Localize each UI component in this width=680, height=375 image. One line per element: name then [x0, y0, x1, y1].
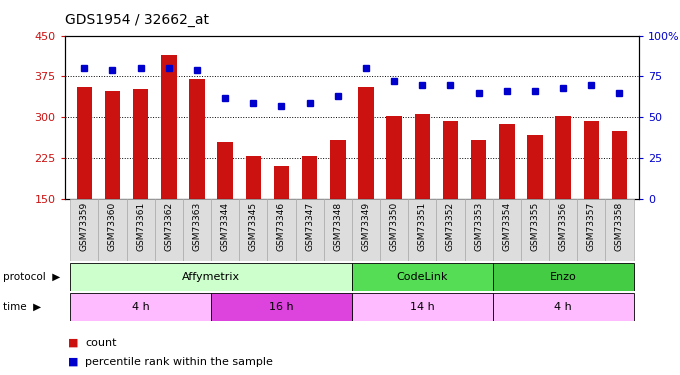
- Text: GSM73354: GSM73354: [503, 202, 511, 251]
- Text: GSM73351: GSM73351: [418, 202, 427, 251]
- Text: percentile rank within the sample: percentile rank within the sample: [85, 357, 273, 367]
- Bar: [471, 140, 486, 280]
- Bar: [70, 262, 352, 291]
- Bar: [352, 292, 493, 321]
- Text: 4 h: 4 h: [132, 302, 150, 312]
- Bar: [161, 55, 177, 280]
- Bar: [577, 199, 605, 261]
- Bar: [70, 292, 211, 321]
- Bar: [493, 262, 634, 291]
- Text: GSM73360: GSM73360: [108, 202, 117, 251]
- Text: GSM73359: GSM73359: [80, 202, 89, 251]
- Bar: [324, 199, 352, 261]
- Bar: [583, 121, 599, 280]
- Bar: [239, 199, 267, 261]
- Bar: [267, 199, 296, 261]
- Text: CodeLink: CodeLink: [396, 272, 448, 282]
- Bar: [77, 87, 92, 280]
- Bar: [189, 79, 205, 280]
- Bar: [605, 199, 634, 261]
- Bar: [105, 91, 120, 280]
- Bar: [211, 199, 239, 261]
- Text: GDS1954 / 32662_at: GDS1954 / 32662_at: [65, 13, 209, 27]
- Text: 16 h: 16 h: [269, 302, 294, 312]
- Bar: [358, 87, 374, 280]
- Text: Affymetrix: Affymetrix: [182, 272, 240, 282]
- Text: GSM73357: GSM73357: [587, 202, 596, 251]
- Bar: [70, 199, 99, 261]
- Text: time  ▶: time ▶: [3, 302, 41, 312]
- Text: GSM73349: GSM73349: [362, 202, 371, 251]
- Bar: [499, 124, 515, 280]
- Text: GSM73347: GSM73347: [305, 202, 314, 251]
- Text: ■: ■: [68, 338, 78, 348]
- Bar: [99, 199, 126, 261]
- Bar: [218, 142, 233, 280]
- Bar: [274, 166, 289, 280]
- Bar: [415, 114, 430, 280]
- Bar: [211, 292, 352, 321]
- Bar: [521, 199, 549, 261]
- Bar: [493, 199, 521, 261]
- Bar: [155, 199, 183, 261]
- Text: GSM73353: GSM73353: [474, 202, 483, 251]
- Bar: [302, 156, 318, 280]
- Bar: [352, 199, 380, 261]
- Text: GSM73362: GSM73362: [165, 202, 173, 251]
- Text: ■: ■: [68, 357, 78, 367]
- Text: GSM73348: GSM73348: [333, 202, 342, 251]
- Bar: [133, 89, 148, 280]
- Text: GSM73350: GSM73350: [390, 202, 398, 251]
- Bar: [493, 292, 634, 321]
- Bar: [386, 116, 402, 280]
- Text: count: count: [85, 338, 116, 348]
- Bar: [549, 199, 577, 261]
- Text: GSM73355: GSM73355: [530, 202, 539, 251]
- Bar: [464, 199, 493, 261]
- Bar: [330, 140, 345, 280]
- Text: GSM73363: GSM73363: [192, 202, 201, 251]
- Bar: [556, 116, 571, 280]
- Text: GSM73356: GSM73356: [559, 202, 568, 251]
- Text: 4 h: 4 h: [554, 302, 572, 312]
- Text: GSM73346: GSM73346: [277, 202, 286, 251]
- Text: GSM73345: GSM73345: [249, 202, 258, 251]
- Bar: [527, 135, 543, 280]
- Bar: [437, 199, 464, 261]
- Bar: [296, 199, 324, 261]
- Text: GSM73361: GSM73361: [136, 202, 145, 251]
- Bar: [183, 199, 211, 261]
- Bar: [245, 156, 261, 280]
- Bar: [352, 262, 493, 291]
- Bar: [612, 131, 627, 280]
- Bar: [126, 199, 155, 261]
- Bar: [380, 199, 408, 261]
- Bar: [408, 199, 437, 261]
- Text: GSM73352: GSM73352: [446, 202, 455, 251]
- Text: Enzo: Enzo: [549, 272, 577, 282]
- Text: GSM73344: GSM73344: [220, 202, 230, 251]
- Text: 14 h: 14 h: [410, 302, 435, 312]
- Bar: [443, 121, 458, 280]
- Text: protocol  ▶: protocol ▶: [3, 272, 61, 282]
- Text: GSM73358: GSM73358: [615, 202, 624, 251]
